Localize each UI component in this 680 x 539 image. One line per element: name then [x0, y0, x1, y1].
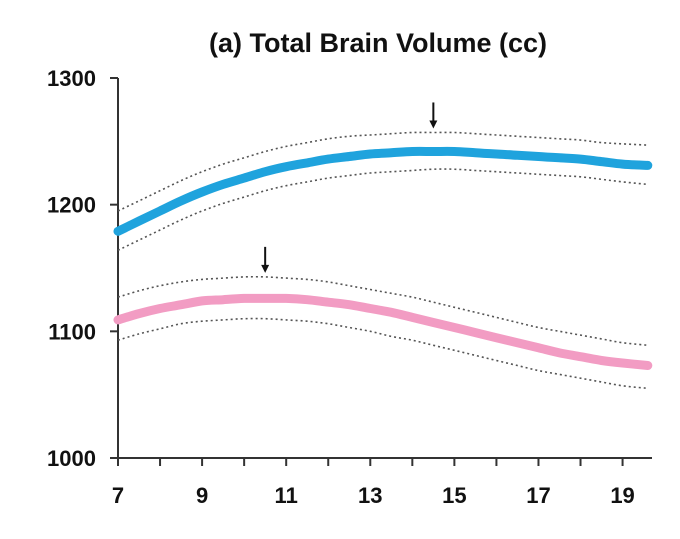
chart-title: (a) Total Brain Volume (cc) [209, 28, 547, 58]
series-line-0 [113, 146, 653, 236]
x-tick-label: 11 [275, 483, 298, 508]
x-tick-label: 7 [112, 483, 124, 508]
series-lines [113, 146, 653, 370]
peak-arrow-series-1 [261, 246, 270, 273]
y-tick-label: 1300 [47, 66, 96, 91]
x-tick-label: 17 [526, 483, 550, 508]
ci-lower-series-0 [117, 168, 648, 252]
x-tick-label: 19 [610, 483, 634, 508]
ci-lower-series-1 [117, 317, 648, 390]
tick-labels: 1000 1100 1200 1300 7 9 11 13 15 17 19 [47, 66, 635, 508]
peak-markers [261, 102, 438, 273]
x-tick-label: 9 [196, 483, 208, 508]
peak-arrow-head [261, 264, 270, 273]
ci-bands [117, 131, 648, 390]
y-tick-label: 1000 [47, 446, 96, 471]
series-line-1 [113, 293, 653, 370]
y-tick-label: 1200 [47, 193, 96, 218]
ticks [110, 77, 624, 466]
ci-upper-series-1 [117, 275, 648, 347]
peak-arrow-head [429, 120, 438, 129]
peak-arrow-series-0 [429, 102, 438, 129]
x-tick-label: 13 [358, 483, 382, 508]
ci-upper-series-0 [117, 131, 648, 212]
x-tick-label: 15 [442, 483, 466, 508]
y-tick-label: 1100 [48, 319, 96, 344]
axes [117, 78, 652, 459]
